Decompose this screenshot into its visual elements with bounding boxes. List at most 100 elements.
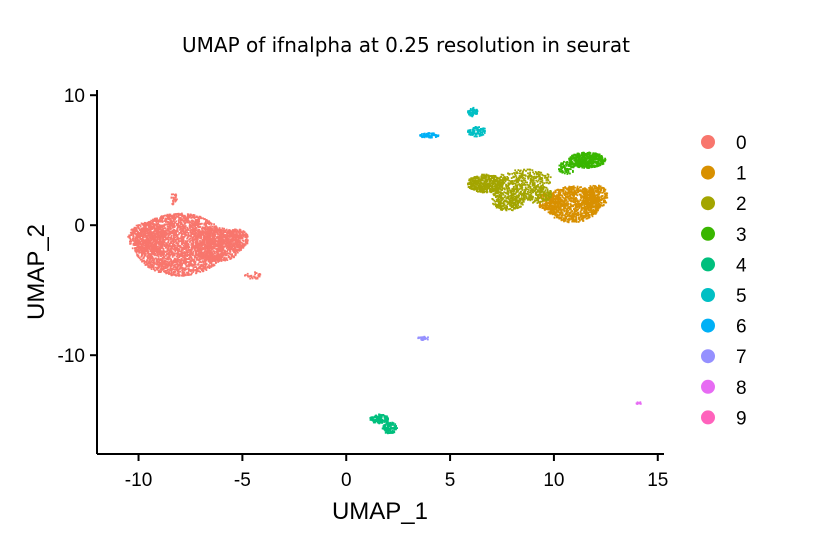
data-point	[192, 239, 195, 241]
data-point	[557, 216, 560, 219]
data-point	[215, 230, 217, 232]
data-point	[169, 266, 172, 269]
data-point	[176, 253, 179, 256]
data-point	[579, 190, 581, 193]
data-point	[180, 234, 183, 236]
data-point	[561, 214, 564, 217]
data-point	[568, 217, 571, 220]
data-point	[165, 220, 167, 223]
data-point	[563, 203, 566, 206]
data-point	[241, 242, 244, 245]
data-point	[143, 256, 145, 259]
data-point	[162, 254, 165, 257]
data-point	[172, 272, 175, 275]
data-point	[227, 248, 229, 251]
data-point	[188, 234, 191, 237]
data-point	[582, 199, 585, 202]
data-point	[136, 231, 139, 234]
data-point	[184, 251, 186, 254]
data-point	[142, 250, 145, 253]
data-point	[139, 233, 142, 236]
data-point	[136, 243, 139, 246]
data-point	[195, 222, 197, 224]
data-point	[218, 240, 221, 243]
data-point	[187, 249, 189, 251]
data-point	[176, 272, 179, 275]
data-point	[168, 215, 170, 217]
data-point	[176, 248, 178, 251]
data-point	[207, 251, 210, 253]
data-point	[172, 218, 175, 221]
data-point	[156, 254, 159, 257]
data-point	[177, 239, 180, 241]
data-point	[181, 266, 184, 269]
data-point	[244, 274, 247, 276]
data-point	[572, 197, 575, 200]
data-point	[178, 214, 181, 216]
data-point	[218, 245, 220, 247]
data-point	[588, 207, 590, 209]
data-point	[198, 267, 201, 270]
data-point	[217, 228, 220, 231]
data-point	[190, 242, 193, 245]
data-point	[206, 265, 209, 268]
data-point	[192, 246, 195, 249]
data-point	[174, 229, 177, 232]
data-point	[155, 220, 158, 223]
data-point	[196, 245, 199, 248]
data-point	[213, 225, 215, 228]
data-point	[173, 246, 176, 249]
data-point	[218, 229, 221, 232]
data-point	[158, 237, 161, 240]
data-point	[228, 234, 231, 237]
data-point	[143, 246, 146, 249]
data-point	[129, 240, 131, 243]
data-point	[149, 234, 151, 237]
data-point	[236, 250, 238, 253]
data-point	[189, 215, 192, 217]
data-point	[190, 259, 193, 262]
data-point	[582, 207, 584, 210]
data-point	[573, 189, 576, 192]
data-point	[197, 255, 200, 258]
data-point	[193, 227, 196, 230]
data-point	[195, 229, 198, 232]
data-point	[199, 266, 202, 268]
data-point	[238, 236, 240, 239]
data-point	[219, 233, 221, 236]
data-point	[169, 251, 171, 254]
data-point	[562, 187, 565, 189]
data-point	[184, 245, 186, 248]
data-point	[140, 227, 143, 230]
data-point	[225, 257, 228, 260]
data-point	[140, 234, 142, 237]
data-point	[224, 250, 227, 253]
data-point	[139, 243, 142, 246]
data-point	[170, 196, 173, 199]
data-point	[171, 272, 173, 274]
data-point	[216, 257, 218, 260]
data-point	[211, 242, 214, 245]
data-point	[182, 214, 184, 217]
data-point	[576, 204, 578, 207]
data-point	[173, 265, 176, 268]
data-point	[151, 247, 153, 250]
data-point	[147, 231, 150, 234]
data-point	[580, 218, 583, 221]
data-point	[193, 214, 196, 217]
data-point	[209, 241, 212, 244]
data-point	[140, 222, 143, 225]
data-point	[201, 243, 204, 245]
data-point	[575, 197, 577, 199]
data-point	[159, 247, 162, 250]
data-point	[581, 195, 583, 197]
data-point	[205, 269, 208, 271]
data-point	[188, 221, 190, 224]
data-point	[192, 240, 194, 243]
data-point	[162, 227, 165, 230]
data-point	[172, 268, 175, 271]
data-point	[191, 228, 194, 231]
data-point	[144, 234, 147, 236]
data-point	[570, 218, 573, 220]
data-point	[147, 240, 149, 243]
